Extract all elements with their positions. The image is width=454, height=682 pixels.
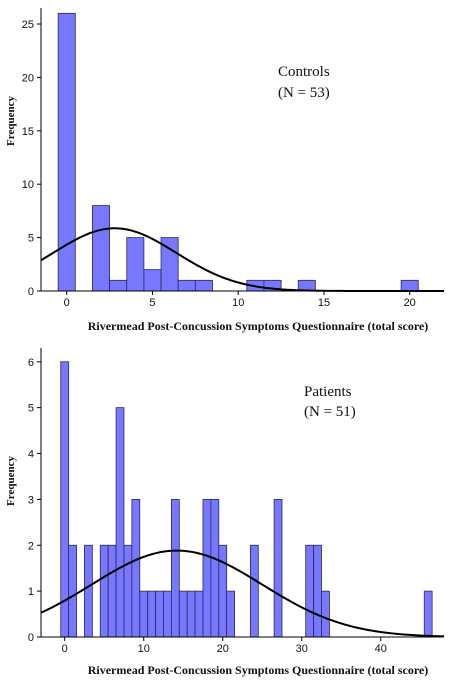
controls-y-axis-label: Frequency — [5, 96, 17, 146]
patients-x-tick-label: 20 — [217, 643, 229, 655]
patients-y-tick-label: 6 — [28, 357, 34, 369]
patients-bar — [163, 590, 172, 638]
patients-bar — [313, 544, 322, 638]
patients-bar — [423, 590, 433, 638]
controls-histogram: 0 5 10 15 20 0 5 10 15 20 25 Controls (N = 53) Fr… — [5, 8, 444, 333]
patients-bar — [305, 544, 315, 638]
patients-bar — [321, 590, 330, 638]
patients-bar — [84, 544, 93, 638]
patients-y-tick-label: 1 — [28, 586, 34, 598]
patients-group-label: Patients — [304, 384, 352, 400]
patients-bar — [68, 544, 77, 638]
patients-bar — [226, 590, 235, 638]
patients-bar — [139, 590, 149, 638]
controls-bar — [400, 279, 419, 292]
patients-bar — [273, 498, 283, 638]
controls-bar — [126, 237, 145, 292]
patients-bar — [155, 590, 164, 638]
controls-bar — [194, 279, 213, 292]
controls-n-label: (N = 53) — [278, 85, 330, 101]
controls-bars — [57, 12, 419, 292]
controls-y-tick-label: 25 — [22, 19, 34, 31]
patients-x-ticks: 0 10 20 30 40 — [62, 637, 387, 655]
patients-bar — [123, 544, 133, 638]
controls-x-tick-label: 15 — [318, 297, 330, 309]
controls-y-tick-label: 0 — [28, 286, 34, 298]
patients-y-axis-label: Frequency — [5, 456, 17, 506]
controls-y-tick-label: 10 — [22, 179, 34, 191]
patients-bar — [147, 590, 156, 638]
controls-x-tick-label: 0 — [64, 297, 70, 309]
controls-bar — [109, 279, 128, 292]
patients-x-axis-label: Rivermead Post-Concussion Symptoms Quest… — [88, 663, 429, 677]
controls-group-label: Controls — [278, 64, 330, 80]
patients-x-tick-label: 10 — [138, 643, 150, 655]
patients-bars — [60, 361, 433, 638]
patients-y-tick-label: 3 — [28, 494, 34, 506]
patients-bar — [210, 498, 220, 638]
patients-y-tick-label: 0 — [28, 632, 34, 644]
patients-y-tick-label: 2 — [28, 540, 34, 552]
controls-y-tick-label: 20 — [22, 72, 34, 84]
patients-bar — [186, 590, 196, 638]
patients-bar — [202, 498, 212, 638]
patients-bar — [107, 544, 117, 638]
patients-bar — [170, 498, 180, 638]
patients-bar — [250, 544, 259, 638]
patients-bar — [194, 590, 204, 638]
patients-bar — [115, 407, 125, 638]
patients-bar — [99, 544, 109, 638]
controls-y-tick-label: 15 — [22, 126, 34, 138]
patients-y-tick-label: 4 — [28, 449, 34, 461]
controls-y-tick-label: 5 — [28, 233, 34, 245]
patients-y-ticks: 0 1 2 3 4 5 6 — [28, 357, 41, 644]
patients-bar — [178, 590, 188, 638]
controls-bar — [92, 205, 110, 292]
controls-x-tick-label: 10 — [232, 297, 244, 309]
controls-x-ticks: 0 5 10 15 20 — [64, 291, 416, 309]
controls-bar — [143, 269, 162, 292]
controls-x-tick-label: 5 — [149, 297, 155, 309]
controls-x-axis-label: Rivermead Post-Concussion Symptoms Quest… — [88, 319, 429, 333]
patients-histogram: 0 10 20 30 40 0 1 2 3 4 5 6 Patients (N = 51) Freq… — [5, 348, 445, 677]
patients-x-tick-label: 0 — [62, 643, 68, 655]
patients-x-tick-label: 40 — [375, 643, 387, 655]
patients-bar — [131, 498, 141, 638]
patients-y-tick-label: 5 — [28, 403, 34, 415]
controls-y-ticks: 0 5 10 15 20 25 — [22, 19, 41, 298]
patients-x-tick-label: 30 — [296, 643, 308, 655]
controls-x-tick-label: 20 — [404, 297, 416, 309]
controls-bar — [177, 279, 196, 292]
patients-normal-curve — [40, 549, 445, 638]
patients-bar — [60, 361, 70, 638]
patients-bar — [218, 544, 228, 638]
patients-n-label: (N = 51) — [304, 404, 356, 420]
